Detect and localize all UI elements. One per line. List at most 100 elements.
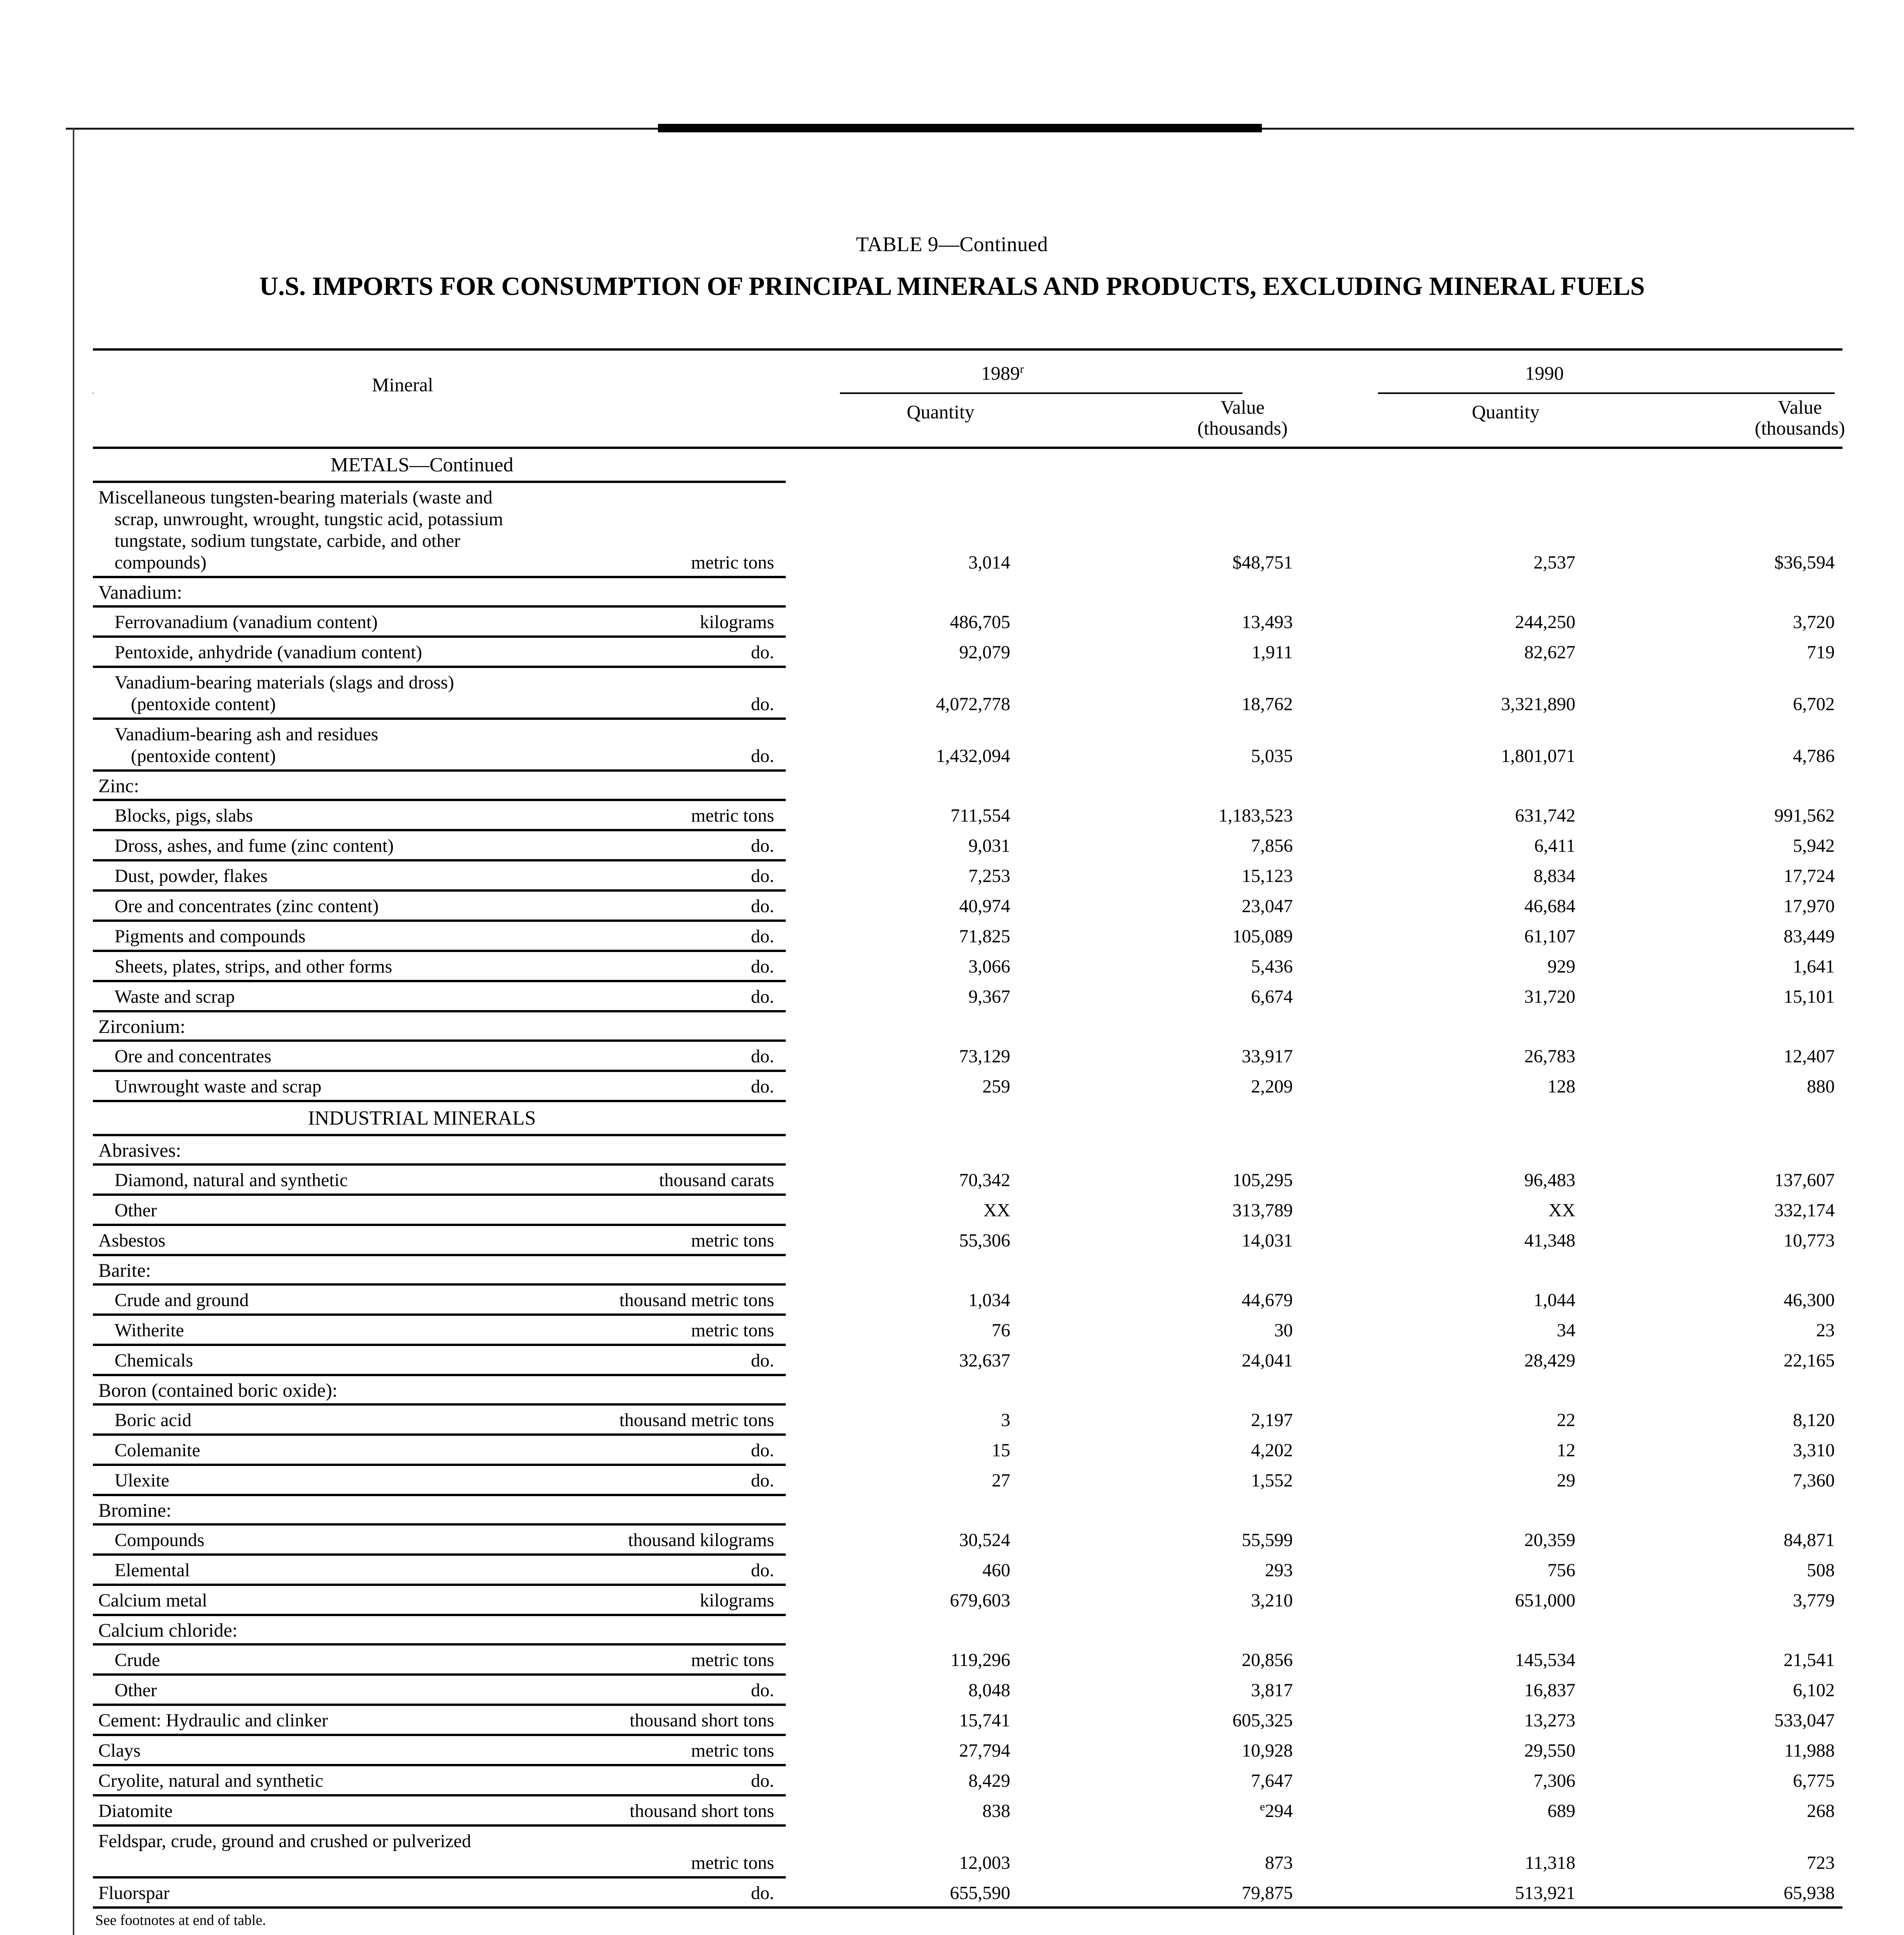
value-quantity-1990: 1,044 [1534,1290,1575,1310]
value-quantity-1989: 7,253 [968,866,1010,886]
mineral-name-cont: compounds) [115,552,207,573]
value-value-1990: 22,165 [1784,1350,1835,1371]
row-rule [93,1824,786,1827]
value-quantity-1989: 3 [1001,1410,1010,1430]
value-value-1990: 508 [1807,1560,1835,1581]
unit-label: do. [751,1470,774,1491]
value-value-1989: 6,674 [1251,986,1293,1007]
value-quantity-1989: 711,554 [950,805,1010,826]
value-value-1989: 44,679 [1242,1290,1293,1310]
row-rule [93,1403,786,1406]
value-value-1990: 4,786 [1793,746,1835,766]
value-value-1989: 313,789 [1232,1200,1293,1221]
row-rule [93,920,786,922]
row-rule [93,769,786,772]
row-rule [93,1643,786,1646]
value-value-1990: 83,449 [1784,926,1835,947]
unit-label: do. [751,836,774,856]
value-quantity-1990: 11,318 [1525,1853,1575,1873]
value-quantity-1990: 689 [1548,1801,1575,1821]
unit-label: do. [751,1440,774,1461]
unit-label: thousand metric tons [619,1290,774,1310]
mineral-name-cont: (pentoxide content) [131,746,276,766]
mineral-name: Waste and scrap [115,986,235,1007]
mineral-name-cont: (pentoxide content) [131,694,276,714]
mineral-name: Ore and concentrates (zinc content) [115,896,379,916]
value-quantity-1990: 31,720 [1524,986,1575,1007]
mineral-name: Elemental [115,1560,190,1581]
value-value-1989: 873 [1265,1853,1293,1873]
value-quantity-1989: 27,794 [959,1740,1010,1761]
unit-label: thousand carats [659,1170,774,1190]
value-quantity-1990: 145,534 [1515,1650,1575,1670]
value-value-1990: 137,607 [1774,1170,1835,1190]
value-quantity-1989: 15 [992,1440,1010,1461]
row-rule [93,717,786,720]
mineral-name: Chemicals [115,1350,193,1371]
value-value-1990: 17,970 [1784,896,1835,916]
table-header-top-rule [93,348,1842,351]
value-value-1989: 18,762 [1242,694,1293,714]
value-value-1990: 6,102 [1793,1680,1835,1700]
value-value-1990: 880 [1807,1076,1835,1097]
row-rule [93,1523,786,1526]
unit-label: do. [751,1350,774,1371]
row-rule [93,799,786,801]
mineral-name: Miscellaneous tungsten-bearing materials… [98,487,493,508]
mineral-name: Boric acid [115,1410,192,1430]
value-quantity-1989: 27 [992,1470,1010,1491]
value-value-1990: 12,407 [1784,1046,1835,1067]
value-quantity-1989: 3,014 [968,552,1010,573]
value-value-1990: 1,641 [1793,956,1835,977]
mineral-name: Fluorspar [98,1883,170,1903]
unit-label: do. [751,746,774,766]
value-quantity-1989: 460 [982,1560,1010,1581]
value-value-1989: 14,031 [1242,1230,1293,1251]
value-quantity-1989: 30,524 [959,1530,1010,1550]
value-quantity-1990: 1,801,071 [1501,746,1575,766]
value-value-1990: 11,988 [1784,1740,1835,1761]
row-rule [93,1224,786,1226]
value-quantity-1990: 513,921 [1515,1883,1575,1903]
value-value-1989: 5,035 [1251,746,1293,766]
value-quantity-1990: 16,837 [1524,1680,1575,1700]
value-value-1989: 7,856 [1251,836,1293,856]
row-rule [93,1283,786,1286]
mineral-name-cont: scrap, unwrought, wrought, tungstic acid… [115,509,503,529]
value-quantity-1990: 22 [1557,1410,1575,1430]
value-value-1989: 105,089 [1232,926,1293,947]
mineral-name: Pigments and compounds [115,926,306,947]
value-quantity-1989: 40,974 [959,896,1010,916]
mineral-name-cont: tungstate, sodium tungstate, carbide, an… [115,531,461,551]
row-rule [93,1794,786,1796]
row-rule [93,829,786,831]
row-rule [93,1100,786,1102]
unit-label: metric tons [691,1230,774,1251]
row-rule [93,1344,786,1346]
value-value-1990: 15,101 [1784,986,1835,1007]
row-rule [93,1704,786,1706]
row-rule [93,576,786,578]
unit-label: metric tons [691,1853,774,1873]
value-quantity-1989: 1,034 [968,1290,1010,1310]
row-rule [93,980,786,982]
mineral-name: Asbestos [98,1230,166,1251]
value-value-1989: 3,210 [1251,1590,1293,1611]
value-value-1990: 21,541 [1784,1650,1835,1670]
header-value-sub-1989: (thousands) [1197,417,1288,439]
value-value-1989: 5,436 [1251,956,1293,977]
value-quantity-1990: 7,306 [1534,1771,1575,1791]
value-quantity-1990: 46,684 [1524,896,1575,916]
group-heading: Zirconium: [98,1015,185,1037]
row-rule [93,1374,786,1376]
unit-label: do. [751,1046,774,1067]
value-value-1989: 3,817 [1251,1680,1293,1700]
header-value-sub-1990: (thousands) [1755,417,1845,439]
unit-label: do. [751,866,774,886]
value-quantity-1989: 8,048 [968,1680,1010,1700]
value-quantity-1989: 70,342 [959,1170,1010,1190]
row-rule [93,1254,786,1256]
value-quantity-1990: 631,742 [1515,805,1575,826]
mineral-name: Colemanite [115,1440,201,1461]
value-quantity-1989: 1,432,094 [936,746,1010,766]
